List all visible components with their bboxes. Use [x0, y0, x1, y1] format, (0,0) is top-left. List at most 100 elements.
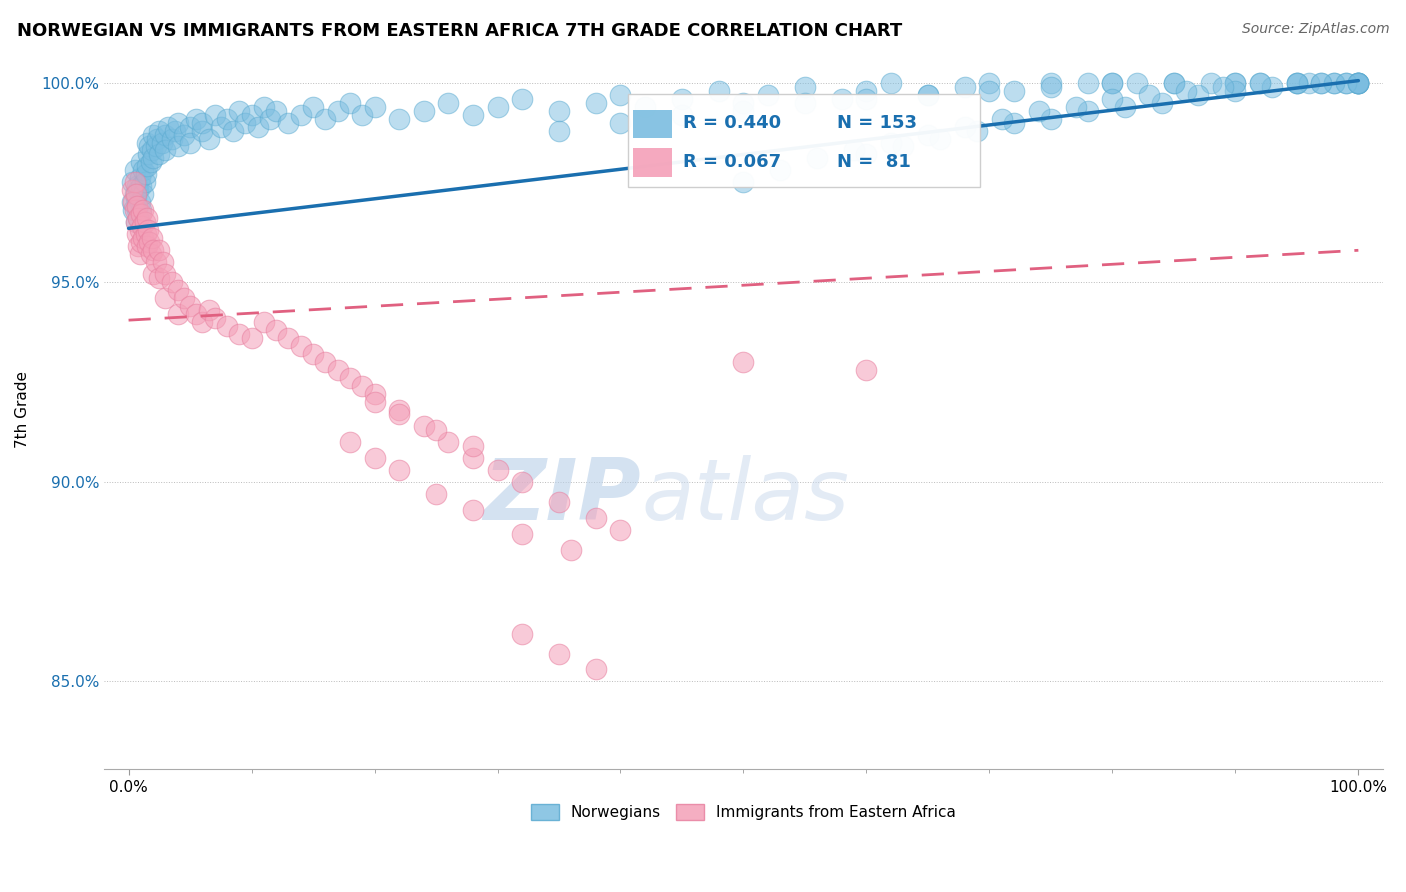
Point: [166, 115, 188, 129]
Point: [146, 131, 169, 145]
Point: [548, 647, 571, 661]
Point: [253, 99, 276, 113]
Point: [855, 84, 877, 98]
Point: [1064, 99, 1087, 113]
Point: [609, 115, 631, 129]
Point: [880, 136, 903, 150]
Point: [388, 403, 411, 417]
Point: [510, 92, 533, 106]
Point: [1334, 76, 1357, 90]
Point: [510, 475, 533, 489]
Point: [155, 144, 177, 158]
Point: [127, 179, 149, 194]
Point: [290, 107, 312, 121]
Point: [277, 331, 299, 345]
Point: [139, 247, 162, 261]
Point: [142, 128, 165, 142]
Point: [953, 120, 976, 134]
Point: [150, 136, 173, 150]
Point: [141, 231, 163, 245]
Point: [1225, 84, 1247, 98]
Point: [240, 331, 263, 345]
Point: [363, 450, 385, 465]
Point: [510, 526, 533, 541]
Point: [136, 136, 159, 150]
Point: [756, 87, 779, 102]
Point: [990, 112, 1012, 126]
Point: [831, 92, 853, 106]
Point: [1187, 87, 1209, 102]
Point: [548, 495, 571, 509]
Point: [486, 99, 509, 113]
Point: [326, 103, 349, 118]
Point: [122, 195, 145, 210]
Point: [339, 434, 361, 449]
Point: [461, 450, 484, 465]
Point: [155, 267, 177, 281]
FancyBboxPatch shape: [628, 94, 980, 187]
Point: [129, 235, 152, 250]
Point: [138, 235, 160, 250]
Point: [1285, 76, 1308, 90]
Text: Source: ZipAtlas.com: Source: ZipAtlas.com: [1241, 22, 1389, 37]
Point: [1150, 95, 1173, 110]
Point: [1101, 76, 1123, 90]
Text: ZIP: ZIP: [484, 455, 641, 538]
Point: [148, 271, 170, 285]
Point: [388, 407, 411, 421]
Point: [259, 112, 281, 126]
Point: [733, 103, 755, 118]
Point: [152, 255, 174, 269]
Text: N =  81: N = 81: [837, 153, 911, 171]
Point: [609, 87, 631, 102]
Point: [1163, 76, 1185, 90]
Point: [1334, 76, 1357, 90]
Point: [461, 503, 484, 517]
Point: [215, 112, 238, 126]
Point: [134, 176, 156, 190]
Point: [132, 163, 155, 178]
Point: [125, 187, 148, 202]
Point: [1347, 76, 1369, 90]
Point: [155, 128, 177, 142]
Point: [290, 339, 312, 353]
Point: [609, 523, 631, 537]
Point: [339, 371, 361, 385]
Point: [136, 147, 159, 161]
Point: [339, 95, 361, 110]
Point: [314, 355, 336, 369]
Point: [166, 139, 188, 153]
Point: [1249, 76, 1271, 90]
Point: [352, 107, 374, 121]
Point: [132, 203, 155, 218]
Point: [138, 139, 160, 153]
Point: [160, 275, 183, 289]
Point: [1310, 76, 1333, 90]
Text: NORWEGIAN VS IMMIGRANTS FROM EASTERN AFRICA 7TH GRADE CORRELATION CHART: NORWEGIAN VS IMMIGRANTS FROM EASTERN AFR…: [17, 22, 903, 40]
Point: [769, 163, 792, 178]
Point: [128, 223, 150, 237]
Point: [794, 79, 817, 94]
Point: [121, 176, 143, 190]
Point: [179, 136, 201, 150]
Point: [132, 231, 155, 245]
Point: [148, 244, 170, 258]
Point: [363, 99, 385, 113]
Point: [634, 99, 657, 113]
Point: [128, 195, 150, 210]
Point: [560, 542, 582, 557]
Point: [228, 103, 250, 118]
Point: [855, 363, 877, 377]
Point: [806, 152, 828, 166]
Point: [128, 171, 150, 186]
Point: [425, 423, 447, 437]
Point: [388, 112, 411, 126]
Point: [1261, 79, 1284, 94]
Point: [1285, 76, 1308, 90]
Point: [136, 223, 159, 237]
Point: [156, 120, 179, 134]
Point: [135, 168, 157, 182]
Point: [155, 291, 177, 305]
Point: [136, 160, 159, 174]
Point: [129, 179, 152, 194]
